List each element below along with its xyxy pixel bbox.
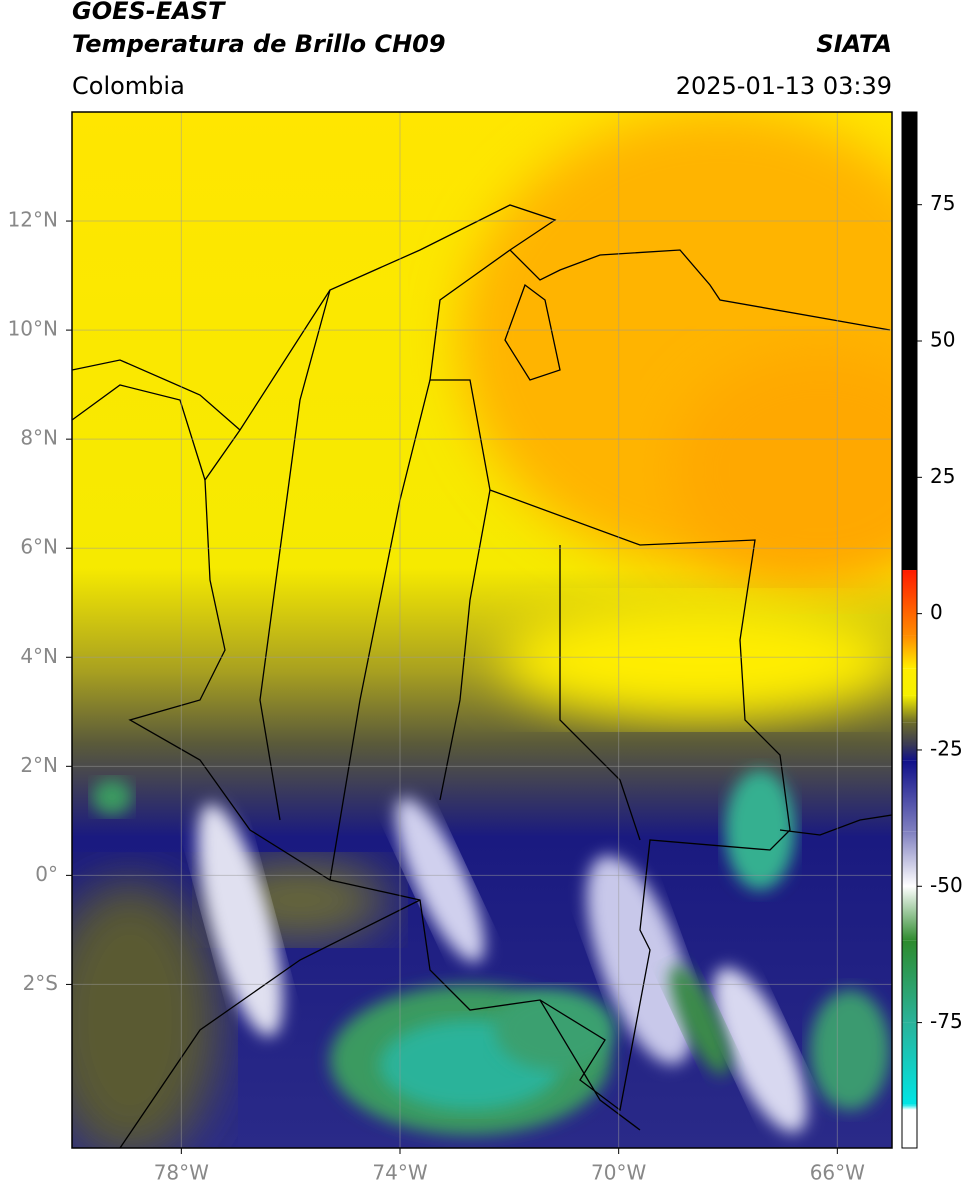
x-tick-label: 70°W (591, 1161, 646, 1185)
colorbar-segment (902, 1109, 917, 1148)
colorbar-segment (902, 112, 917, 571)
x-tick-label: 78°W (154, 1161, 209, 1185)
colorbar-segment (902, 695, 917, 723)
region: Colombia (72, 72, 185, 100)
y-tick-label: 10°N (8, 317, 58, 341)
colorbar-segment (902, 635, 917, 669)
colorbar-tick-label: 0 (930, 600, 943, 624)
colorbar-tick-label: -25 (930, 736, 963, 760)
datetime: 2025-01-13 03:39 (676, 72, 892, 100)
colorbar-segment (902, 1104, 917, 1110)
y-tick-label: 2°S (23, 971, 58, 995)
colorbar-tick-label: 25 (930, 464, 955, 488)
map-frame (71, 111, 893, 1149)
x-tick-label: 66°W (810, 1161, 865, 1185)
graticule (72, 112, 892, 1148)
colorbar-segment (902, 744, 917, 761)
colorbar-tick-label: 50 (930, 328, 955, 352)
colorbar-frame (901, 111, 918, 1149)
colorbar-tick-label: -50 (930, 873, 963, 897)
colorbar-segment (902, 831, 917, 887)
colorbar-segment (902, 940, 917, 1023)
colorbar-segment (902, 760, 917, 832)
y-tick-label: 12°N (8, 208, 58, 232)
subtitle: Temperatura de Brillo CH09 (72, 30, 446, 58)
colorbar-segment (902, 570, 917, 636)
colorbar-tick-label: 75 (930, 191, 955, 215)
colorbar-segment (902, 668, 917, 696)
colorbar-segment (902, 1022, 917, 1105)
y-tick-label: 2°N (20, 753, 58, 777)
colorbar-segment (902, 722, 917, 745)
x-tick-label: 74°W (372, 1161, 427, 1185)
y-tick-label: 0° (35, 862, 58, 886)
colorbar-tick-label: -75 (930, 1009, 963, 1033)
y-tick-label: 4°N (20, 644, 58, 668)
colorbar-segment (902, 886, 917, 941)
y-tick-label: 8°N (20, 426, 58, 450)
y-tick-label: 6°N (20, 535, 58, 559)
satellite-image (72, 112, 892, 1148)
source: SIATA (816, 30, 892, 58)
title: GOES-EAST (72, 0, 226, 25)
